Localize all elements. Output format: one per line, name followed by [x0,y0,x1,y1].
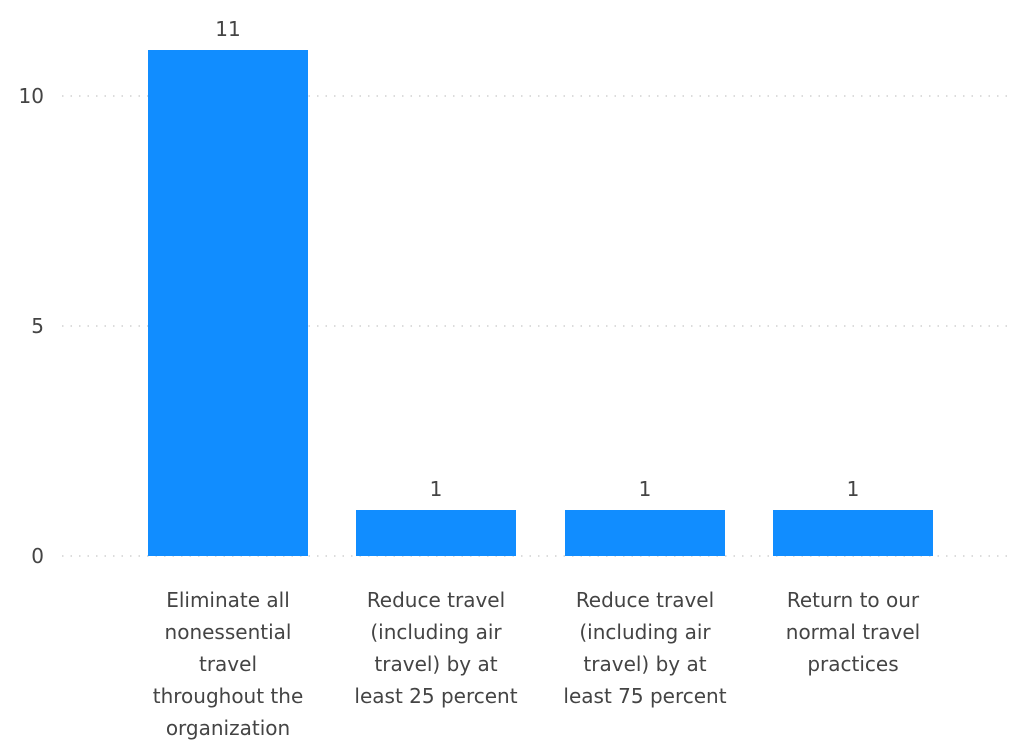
bar[interactable] [356,510,516,556]
x-category-label: Reduce travel (including air travel) by … [563,588,727,708]
x-category-label: Eliminate all nonessential travel throug… [152,588,304,740]
bars [148,50,933,556]
bar[interactable] [148,50,308,556]
bar[interactable] [565,510,725,556]
x-category-label: Return to our normal travel practices [785,588,921,676]
y-tick-label: 0 [31,544,44,568]
data-label: 1 [639,477,652,501]
y-tick-label: 10 [19,84,44,108]
bar[interactable] [773,510,933,556]
x-category-label: Reduce travel (including air travel) by … [354,588,518,708]
data-label: 1 [847,477,860,501]
y-axis-ticks: 0 5 10 [19,84,44,568]
y-tick-label: 5 [31,314,44,338]
data-label: 1 [430,477,443,501]
data-labels: 111 1 1 [215,17,859,501]
data-label: 11 [215,17,240,41]
